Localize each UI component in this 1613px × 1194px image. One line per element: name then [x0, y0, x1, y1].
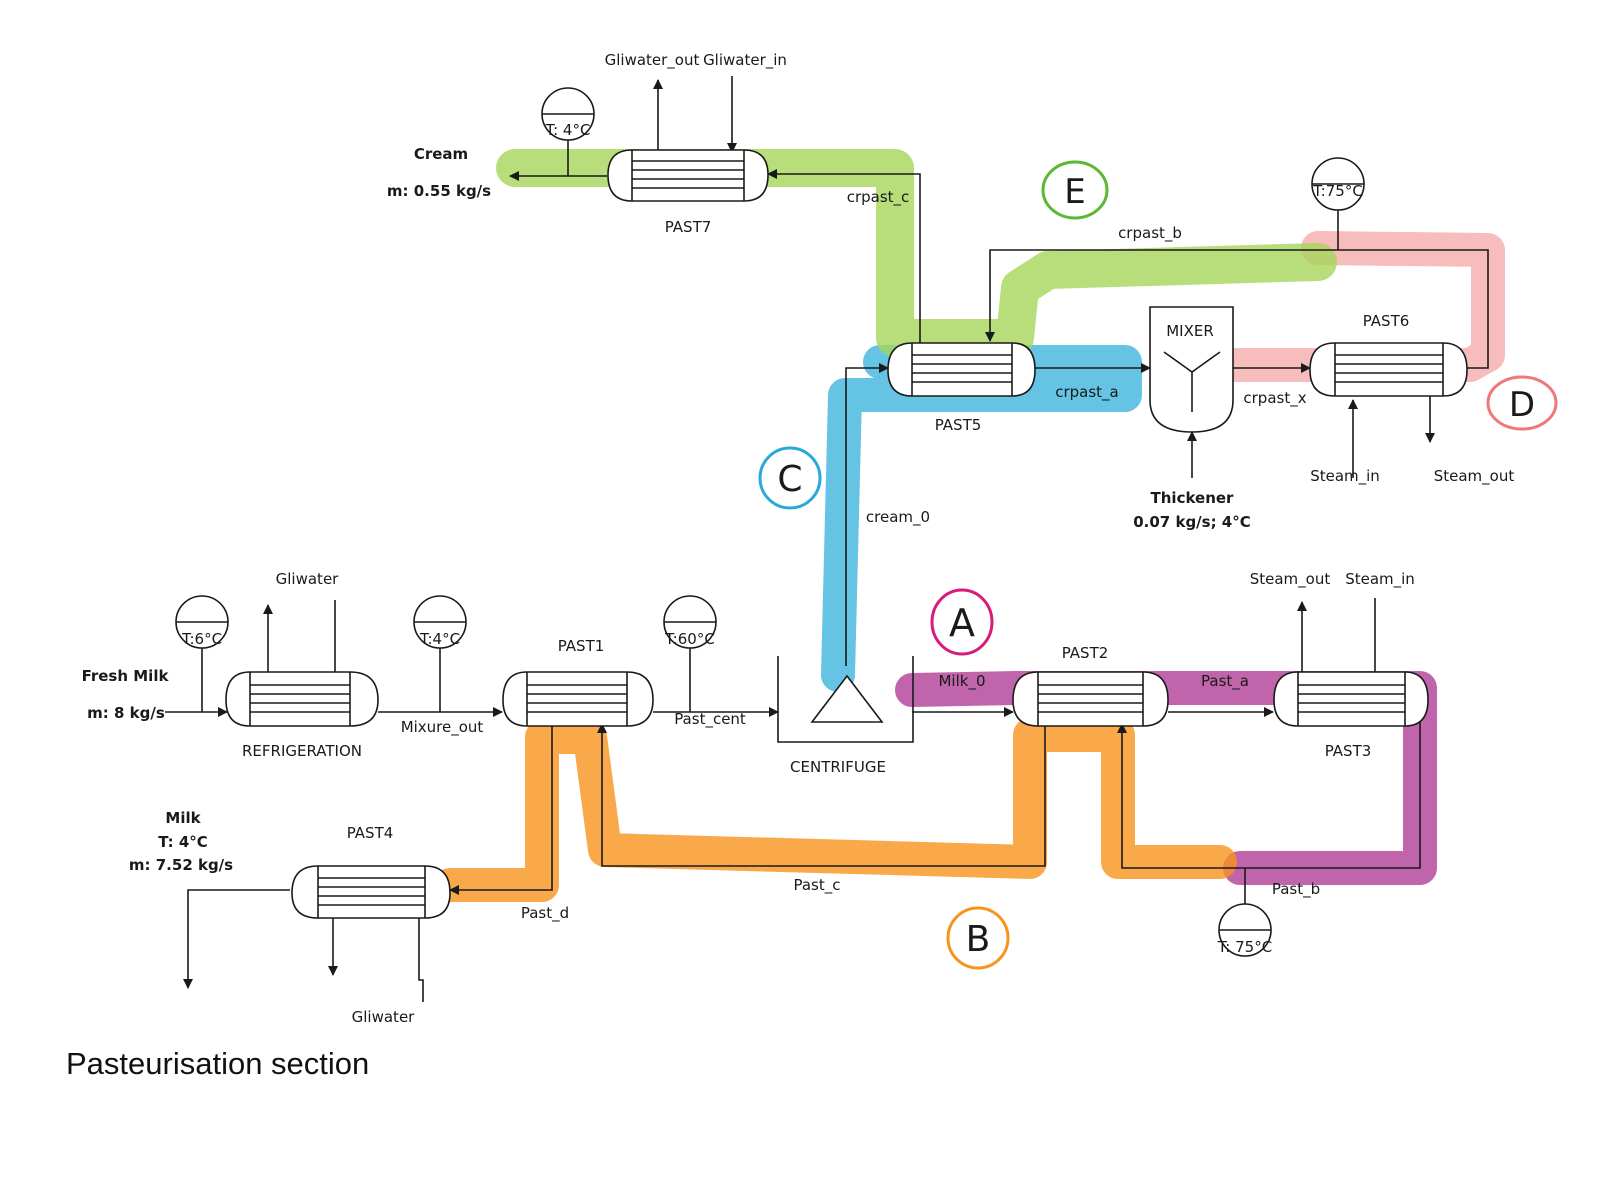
hx-past6 — [1309, 342, 1468, 397]
temp-sensor-past-b — [1218, 903, 1272, 957]
stream-label-gliwater-in: Gliwater_in — [703, 51, 787, 70]
milk-out-temp: T: 4°C — [158, 833, 208, 851]
stream-label-steam-out-past3: Steam_out — [1250, 570, 1331, 589]
stream-label-crpast-x: crpast_x — [1243, 389, 1306, 408]
highlight-path-b — [433, 718, 1237, 902]
unit-label-past6: PAST6 — [1363, 312, 1410, 330]
stream-label-crpast-a: crpast_a — [1055, 383, 1119, 402]
milk-out-flow: m: 7.52 kg/s — [129, 856, 233, 874]
stream-crpast-b — [985, 249, 1489, 369]
marker-c: C — [758, 446, 822, 510]
marker-d: D — [1486, 375, 1558, 431]
stream-past-c — [597, 723, 1046, 867]
unit-label-mixer: MIXER — [1166, 322, 1214, 340]
unit-label-past5: PAST5 — [935, 416, 982, 434]
marker-e: E — [1041, 160, 1109, 220]
hx-past7 — [607, 149, 769, 202]
stream-milk-out — [183, 889, 290, 989]
stream-label-cream-0: cream_0 — [866, 508, 930, 527]
unit-label-centrifuge: CENTRIFUGE — [790, 758, 886, 776]
unit-label-past2: PAST2 — [1062, 644, 1109, 662]
highlight-path-c — [821, 345, 1142, 692]
sensor-label-6: T: 4°C — [545, 121, 591, 139]
stream-crpast-c — [767, 169, 921, 348]
stream-label-steam-in-past6: Steam_in — [1310, 467, 1380, 486]
diagram-caption: Pasteurisation section — [66, 1046, 370, 1081]
sensor-label-3: T:60°C — [664, 630, 715, 648]
stream-label-gliwater-refrig: Gliwater — [276, 570, 340, 588]
hx-past4 — [291, 865, 451, 919]
unit-label-past1: PAST1 — [558, 637, 605, 655]
stream-label-gliwater-out: Gliwater_out — [605, 51, 700, 70]
sensor-label-5: T:75°C — [1312, 182, 1363, 200]
hx-past3 — [1273, 671, 1429, 727]
svg-text:D: D — [1509, 385, 1535, 425]
marker-a: A — [930, 588, 994, 656]
sensor-label-2: T:4°C — [419, 630, 460, 648]
cream-out-label: Cream — [414, 145, 468, 163]
hx-past5 — [887, 342, 1036, 397]
stream-past-b — [1245, 712, 1421, 869]
centrifuge — [777, 656, 914, 743]
thickener-spec: 0.07 kg/s; 4°C — [1133, 513, 1251, 531]
temp-sensor-past1-in — [413, 595, 467, 649]
stream-label-past-d: Past_d — [521, 904, 569, 923]
stream-label-past-a: Past_a — [1201, 672, 1249, 691]
unit-label-past7: PAST7 — [665, 218, 712, 236]
cream-out-flow: m: 0.55 kg/s — [387, 182, 491, 200]
stream-label-crpast-c: crpast_c — [847, 188, 910, 207]
sensor-label-1: T:6°C — [181, 630, 222, 648]
hx-refrigeration — [225, 671, 379, 727]
fresh-milk-flow: m: 8 kg/s — [87, 704, 165, 722]
stream-label-crpast-b: crpast_b — [1118, 224, 1182, 243]
svg-text:B: B — [966, 919, 991, 960]
stream-label-milk-0: Milk_0 — [938, 672, 985, 691]
sensor-label-4: T: 75°C — [1217, 938, 1272, 956]
temp-sensor-centrifuge-in — [663, 595, 717, 649]
stream-cream-0 — [845, 363, 889, 666]
stream-label-past-cent: Past_cent — [674, 710, 746, 729]
stream-label-past-b: Past_b — [1272, 880, 1320, 899]
marker-b: B — [946, 906, 1010, 970]
stream-label-past-c: Past_c — [793, 876, 840, 895]
unit-label-refrigeration: REFRIGERATION — [242, 742, 362, 760]
stream-label-steam-in-past3: Steam_in — [1345, 570, 1415, 589]
hx-past2 — [1012, 671, 1169, 727]
svg-text:E: E — [1064, 172, 1085, 212]
temp-sensor-cream — [541, 87, 595, 141]
stream-past-d — [449, 724, 553, 895]
stream-label-gliwater-past4: Gliwater — [352, 1008, 416, 1026]
milk-out-label: Milk — [165, 809, 201, 827]
mixer — [1149, 306, 1234, 433]
highlight-path-e — [496, 149, 1337, 357]
unit-label-past3: PAST3 — [1325, 742, 1372, 760]
temp-sensor-crpast-b — [1311, 157, 1365, 211]
stream-label-steam-out-past6: Steam_out — [1434, 467, 1515, 486]
unit-label-past4: PAST4 — [347, 824, 394, 842]
thickener-label: Thickener — [1151, 489, 1235, 507]
fresh-milk-label: Fresh Milk — [82, 667, 170, 685]
temp-sensor-refrigeration-in — [175, 595, 229, 649]
svg-text:A: A — [949, 601, 975, 645]
hx-past1 — [502, 671, 654, 727]
svg-text:C: C — [777, 459, 802, 500]
stream-label-mixure-out: Mixure_out — [401, 718, 484, 737]
